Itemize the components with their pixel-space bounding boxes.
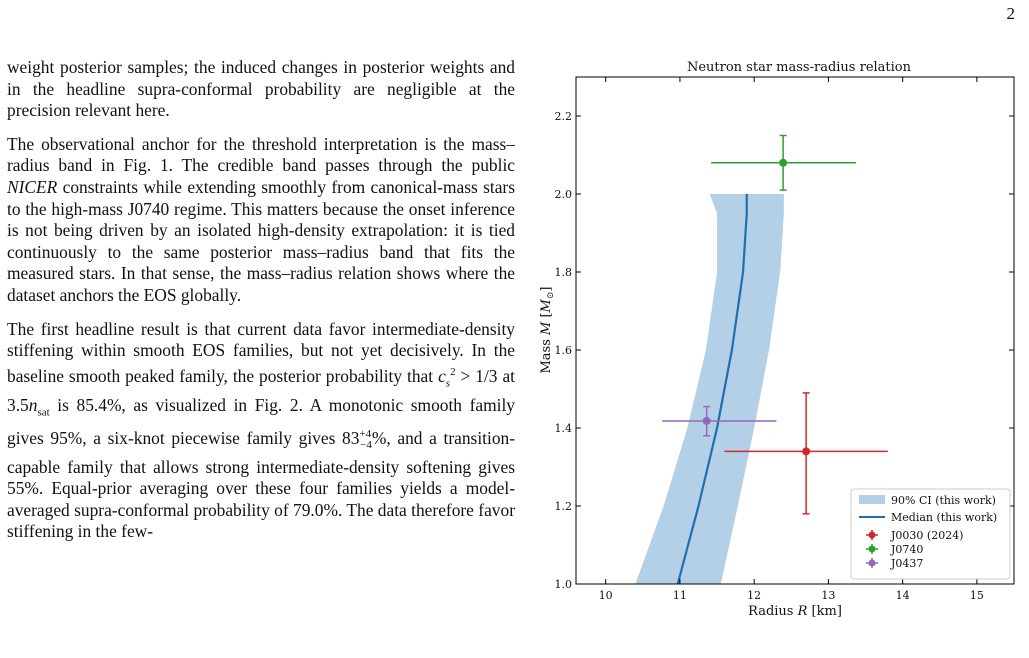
legend-label-band: 90% CI (this work) bbox=[891, 494, 996, 507]
point-marker bbox=[702, 416, 711, 425]
legend-box bbox=[850, 488, 1011, 580]
x-tick-label: 15 bbox=[970, 589, 984, 602]
x-tick-label: 11 bbox=[673, 589, 687, 602]
x-axis-label: Radius R [km] bbox=[748, 604, 842, 619]
legend-label-median: Median (this work) bbox=[891, 511, 997, 524]
data-point-j0030-2024- bbox=[724, 392, 888, 515]
paragraph-1: weight posterior samples; the induced ch… bbox=[7, 57, 515, 121]
plot-frame bbox=[575, 76, 1015, 585]
legend-label-point: J0740 bbox=[890, 543, 923, 556]
paragraph-3: The first headline result is that curren… bbox=[7, 318, 515, 542]
x-tick-label: 14 bbox=[896, 589, 910, 602]
legend-swatch-band bbox=[859, 495, 885, 504]
figure-1: Neutron star mass-radius relation 10 11 12… bbox=[533, 54, 1023, 654]
x-tick-label: 10 bbox=[599, 589, 613, 602]
chart-legend: 90% CI (this work) Median (this work) J0… bbox=[850, 488, 1011, 580]
chart-title: Neutron star mass-radius relation bbox=[687, 60, 912, 75]
y-tick-label: 1.2 bbox=[555, 500, 573, 513]
y-tick-label: 1.8 bbox=[555, 266, 573, 279]
y-tick-label: 1.0 bbox=[555, 578, 573, 591]
legend-swatch-point bbox=[868, 531, 876, 539]
data-point-j0437 bbox=[662, 405, 777, 437]
mass-radius-chart: Neutron star mass-radius relation 10 11 12… bbox=[539, 60, 1015, 619]
x-tick-label: 13 bbox=[821, 589, 835, 602]
median-curve bbox=[676, 194, 748, 585]
legend-label-point: J0030 (2024) bbox=[890, 529, 963, 542]
legend-swatch-point bbox=[868, 545, 876, 553]
legend-swatch-point bbox=[868, 559, 876, 567]
y-tick-label: 1.4 bbox=[555, 422, 573, 435]
page-number: 2 bbox=[1006, 4, 1016, 23]
point-marker bbox=[779, 158, 788, 167]
data-point-j0740 bbox=[711, 134, 856, 191]
y-tick-label: 2.0 bbox=[555, 188, 573, 201]
point-marker bbox=[802, 447, 811, 456]
paragraph-2: The observational anchor for the thresho… bbox=[7, 133, 515, 305]
y-axis-label: Mass M [M⊙] bbox=[539, 286, 556, 373]
credible-band bbox=[635, 194, 784, 584]
y-tick-label: 2.2 bbox=[555, 110, 573, 123]
x-tick-label: 12 bbox=[747, 589, 761, 602]
legend-label-point: J0437 bbox=[890, 557, 923, 570]
body-text: weight posterior samples; the induced ch… bbox=[7, 57, 515, 555]
y-tick-label: 1.6 bbox=[555, 344, 573, 357]
